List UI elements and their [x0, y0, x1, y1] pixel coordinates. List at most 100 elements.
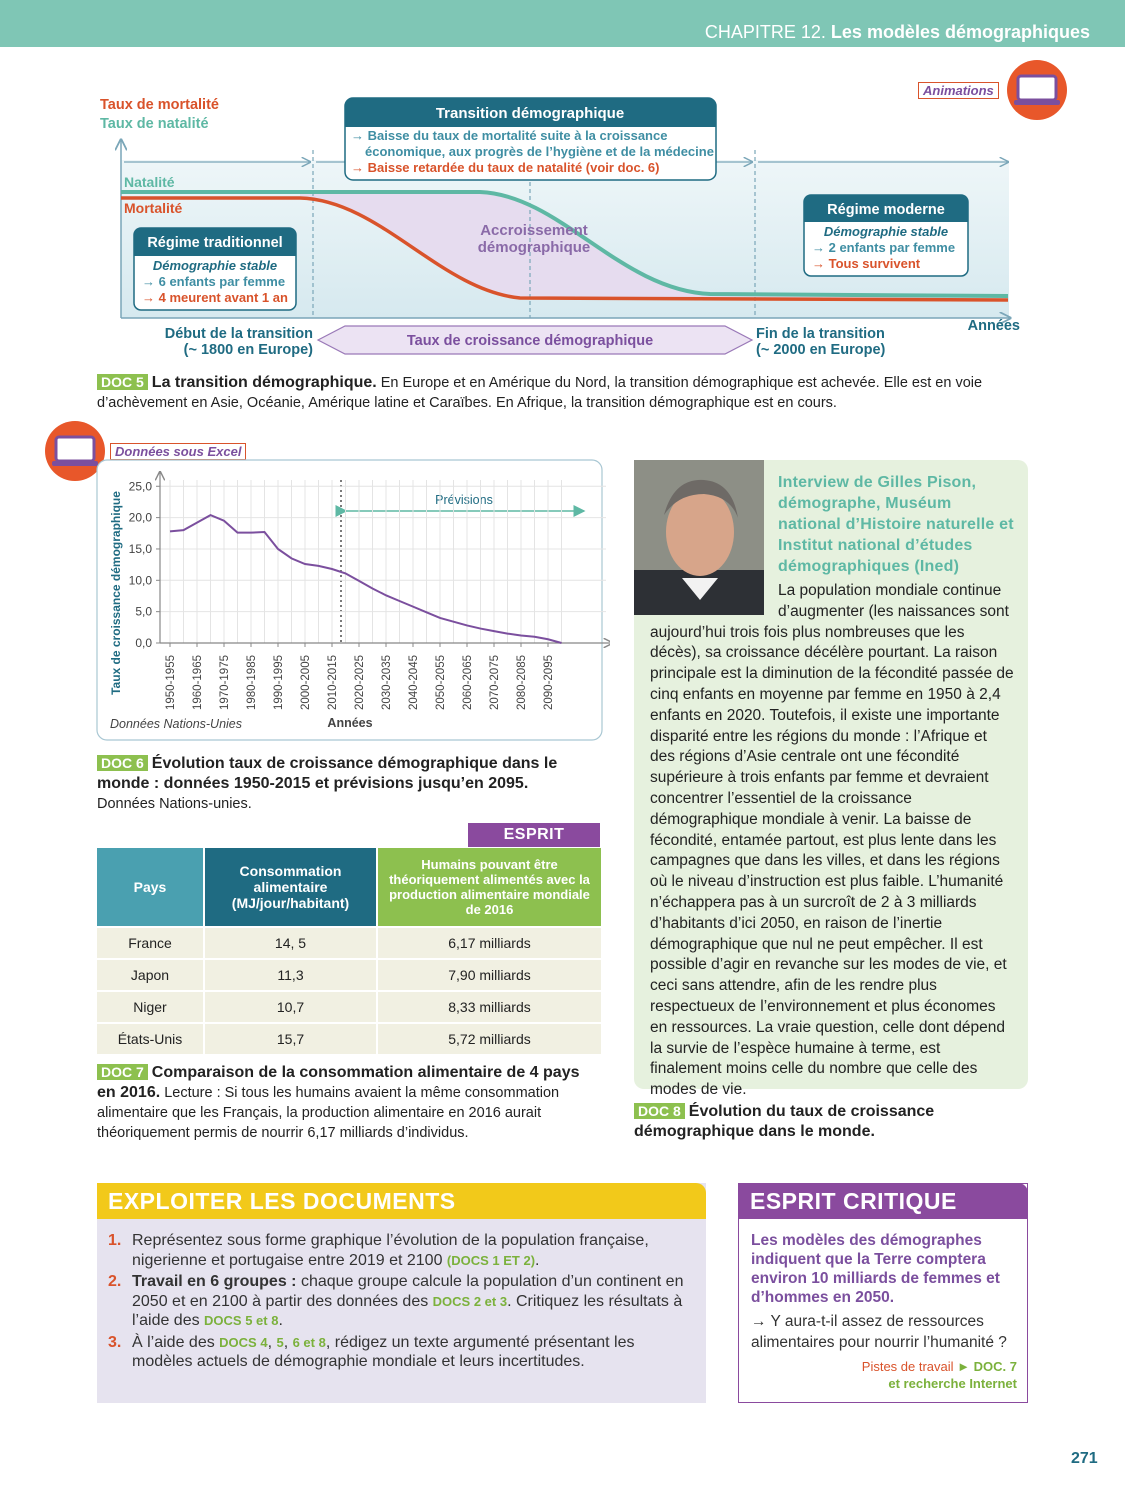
critique-tag: ESPRIT CRITIQUE — [468, 823, 600, 867]
x-label: Années — [968, 318, 1020, 334]
end-label: (~ 2000 en Europe) — [756, 342, 886, 358]
icon-screen — [1016, 74, 1058, 102]
box-title: Régime traditionnel — [147, 235, 282, 251]
item-text: . Critiquez les résultats à l’aide des — [132, 1292, 683, 1330]
data-line — [169, 513, 562, 644]
column-header: Humains pouvant être théoriquement alime… — [378, 848, 601, 926]
caption-title: Comparaison de la consommation alimentai… — [97, 1064, 580, 1101]
cell: 6,17 milliards — [378, 928, 601, 958]
column-header: Pays — [97, 848, 203, 926]
box-line: → 6 enfants par femme — [142, 274, 285, 289]
caption-text: Lecture : Si tous les humains avaient la… — [97, 1085, 560, 1141]
curve-label: Mortalité — [124, 200, 183, 216]
x-tick-label: 2050-2055 — [435, 655, 447, 710]
x-tick-label: 2090-2095 — [543, 655, 555, 710]
y-tick-label: 5,0 — [135, 605, 152, 619]
doc-ref[interactable]: 6 et 8 — [292, 1334, 326, 1350]
critique-statement: Les modèles des démographes indiquent qu… — [751, 1232, 1000, 1306]
item-number: 2. — [108, 1273, 122, 1290]
cell: 10,7 — [205, 992, 376, 1022]
row: Japon 11,3 7,90 milliards — [97, 960, 601, 990]
excel-icon[interactable] — [40, 420, 140, 484]
doc-ref[interactable]: (DOCS 1 ET 2) — [446, 1252, 536, 1268]
cell: Japon — [97, 960, 203, 990]
rate-arrow — [316, 325, 754, 355]
box-title: Régime moderne — [827, 202, 945, 218]
critique-tracks: Pistes de travail ► DOC. 7 et recherche … — [760, 1358, 1017, 1392]
growth-label: démographique — [478, 239, 591, 256]
doc7-caption: DOC 7 Comparaison de la consommation alim… — [97, 1062, 602, 1143]
exploit-item: 2. Travail en 6 groupes : chaque groupe c… — [108, 1272, 692, 1331]
growth-label: Accroissement — [480, 222, 588, 239]
doc8-caption: DOC 8 Évolution du taux de croissance dém… — [634, 1101, 1004, 1142]
y-axis-title: Taux de croissance démographique — [109, 491, 123, 695]
x-tick-label: 2040-2045 — [408, 655, 420, 710]
item-text: Travail en 6 groupes : — [132, 1273, 297, 1290]
start-label: Début de la transition — [165, 326, 313, 342]
photo-hair — [664, 479, 738, 518]
critique-title: ESPRIT CRITIQUE — [750, 1188, 957, 1214]
doc-ref[interactable]: 5 — [276, 1334, 284, 1350]
item-text: Représentez sous forme graphique l’évolu… — [132, 1232, 649, 1269]
photo-face — [666, 488, 734, 576]
row: Niger 10,7 8,33 milliards — [97, 992, 601, 1022]
x-tick-label: 2080-2085 — [516, 655, 528, 710]
item-number: 3. — [108, 1333, 122, 1351]
x-axis-title: Années — [327, 716, 372, 730]
cell: 14, 5 — [205, 928, 376, 958]
x-tick-label: 1960-1965 — [192, 655, 204, 710]
box-line: → 4 meurent avant 1 an — [142, 290, 288, 305]
chapter: CHAPITRE 12. — [704, 22, 826, 42]
doc-ref[interactable]: DOCS 5 et 8 — [204, 1313, 279, 1328]
caption-text: En Europe et en Amérique du Nord, la tra… — [97, 375, 983, 411]
y-label: Taux de natalité — [100, 116, 209, 132]
doc-ref[interactable]: ► DOC. 7 — [957, 1359, 1017, 1374]
box-subtitle: Démographie stable — [824, 224, 948, 239]
box-line: → Baisse retardée du taux de natalité (v… — [351, 160, 659, 175]
box-subtitle: Démographie stable — [153, 258, 277, 273]
doc6-caption: DOC 6 Évolution taux de croissance démogr… — [97, 753, 587, 814]
doc-ref[interactable]: DOCS 4 — [219, 1334, 268, 1350]
exploit-title: EXPLOITER LES DOCUMENTS — [108, 1188, 456, 1214]
doc-tag: DOC 8 — [634, 1103, 685, 1119]
doc-tag: DOC 7 — [97, 1064, 148, 1080]
header: CHAPITRE 12. Les modèles démographiques — [705, 22, 1090, 43]
exploit-header — [97, 1183, 706, 1219]
rate-label: Taux de croissance démographique — [407, 333, 653, 349]
annotation: Prévisions — [435, 493, 493, 507]
transition-diagram: Taux de mortalité Taux de natalité Natal… — [100, 97, 1020, 358]
interview-heading: Interview de Gilles Pison, démographe, M… — [778, 474, 1014, 575]
item-text: , — [267, 1333, 277, 1351]
cell: France — [97, 928, 203, 958]
tracks-label: Pistes de travail — [861, 1359, 954, 1374]
animations-badge[interactable]: Animations — [918, 82, 999, 99]
doc-tag: DOC 6 — [97, 755, 148, 771]
caption-title: Évolution du taux de croissance démograp… — [634, 1103, 935, 1140]
cell: 7,90 milliards — [378, 960, 601, 990]
animations-icon[interactable] — [1006, 60, 1070, 122]
x-tick-label: 2010-2015 — [327, 655, 339, 710]
doc-ref[interactable]: DOCS 2 et 3 — [432, 1293, 508, 1309]
critique-question: → Y aura-t-il assez de ressources alimen… — [751, 1313, 1007, 1351]
y-tick-label: 10,0 — [129, 573, 153, 587]
critique-header — [738, 1183, 1028, 1219]
y-tick-label: 20,0 — [129, 511, 153, 525]
source: Données Nations-Unies — [110, 717, 242, 731]
box-line: → Tous survivent — [812, 256, 921, 271]
x-tick-label: 2000-2005 — [300, 655, 312, 710]
exploit-item: 1. Représentez sous forme graphique l’évo… — [108, 1231, 692, 1270]
traditional-header — [134, 228, 296, 256]
box-line: → 2 enfants par femme — [812, 240, 955, 255]
end-label: Fin de la transition — [756, 326, 885, 342]
item-text: À l’aide des — [132, 1333, 220, 1351]
doc-tag: DOC 5 — [97, 374, 148, 390]
photo-shirt — [682, 578, 718, 600]
birth-curve — [121, 190, 1009, 298]
item-text: . — [278, 1312, 283, 1329]
box-line: → Baisse du taux de mortalité suite à la… — [351, 128, 667, 143]
interview-text: La population mondiale continue d’augmen… — [650, 582, 1014, 1099]
y-label: Taux de mortalité — [100, 97, 219, 113]
interview: Interview de Gilles Pison, démographe, M… — [634, 460, 1014, 1101]
y-tick-label: 25,0 — [129, 479, 153, 493]
chart-frame — [96, 459, 603, 741]
